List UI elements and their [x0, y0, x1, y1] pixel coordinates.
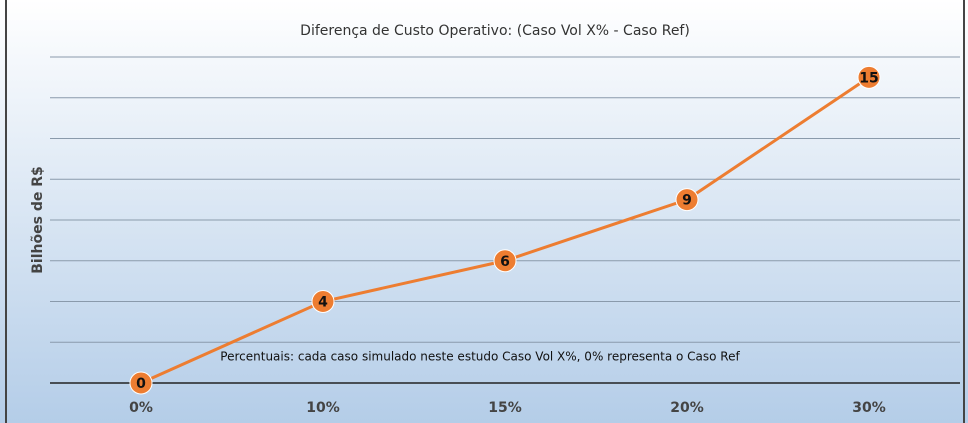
point — [857, 65, 881, 89]
data-label: 15 — [859, 70, 878, 86]
point — [311, 290, 335, 313]
x-tick-label: 30% — [852, 400, 886, 416]
x-tick-label: 10% — [306, 400, 340, 416]
data-label: 0 — [136, 376, 146, 392]
point — [129, 371, 153, 395]
y-axis-label: Bilhões de R$ — [30, 166, 46, 273]
point — [493, 249, 517, 273]
x-tick-label: 0% — [129, 400, 153, 416]
data-label: 9 — [682, 193, 692, 209]
annotation: Percentuais: cada caso simulado neste es… — [220, 350, 740, 364]
chart-title: Diferença de Custo Operativo: (Caso Vol … — [300, 23, 690, 39]
data-label: 4 — [318, 295, 328, 311]
x-tick-label: 20% — [670, 400, 704, 416]
point — [675, 188, 699, 212]
x-tick-label: 15% — [488, 400, 522, 416]
data-label: 6 — [500, 254, 510, 270]
